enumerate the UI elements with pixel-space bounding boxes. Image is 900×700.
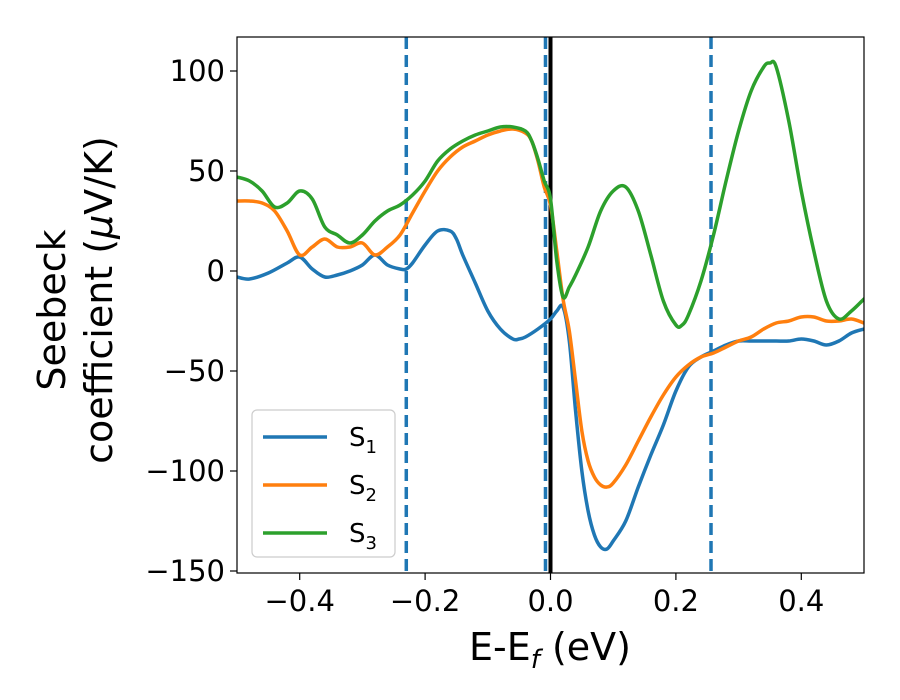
y-tick-label: −50: [164, 354, 225, 388]
legend: S1 S2 S3: [251, 409, 396, 558]
legend-label-s1: S1: [349, 423, 377, 458]
y-tick-label: 100: [170, 54, 225, 88]
y-axis-ticks: −150 −100 −50 0 50 100: [145, 54, 237, 588]
x-tick-label: −0.2: [390, 584, 460, 618]
x-axis-title: E-Ef (eV): [469, 625, 631, 675]
x-tick-label: 0.2: [653, 584, 699, 618]
legend-label-s3: S3: [349, 519, 377, 554]
legend-label-s2: S2: [349, 471, 377, 506]
y-tick-label: −100: [145, 454, 225, 488]
series-lines: [237, 59, 864, 552]
x-tick-label: 0.0: [527, 584, 573, 618]
x-tick-label: 0.4: [778, 584, 824, 618]
y-tick-label: −150: [145, 554, 225, 588]
y-axis-title-line2: coefficient (μV/K): [77, 136, 121, 464]
x-tick-label: −0.4: [264, 584, 334, 618]
y-tick-label: 0: [207, 254, 225, 288]
reference-lines: [404, 37, 713, 573]
series-line-s3: [237, 59, 864, 329]
y-tick-label: 50: [188, 154, 225, 188]
y-axis-title-line1: Seebeck: [30, 229, 74, 390]
x-axis-ticks: −0.4 −0.2 0.0 0.2 0.4: [264, 573, 824, 618]
